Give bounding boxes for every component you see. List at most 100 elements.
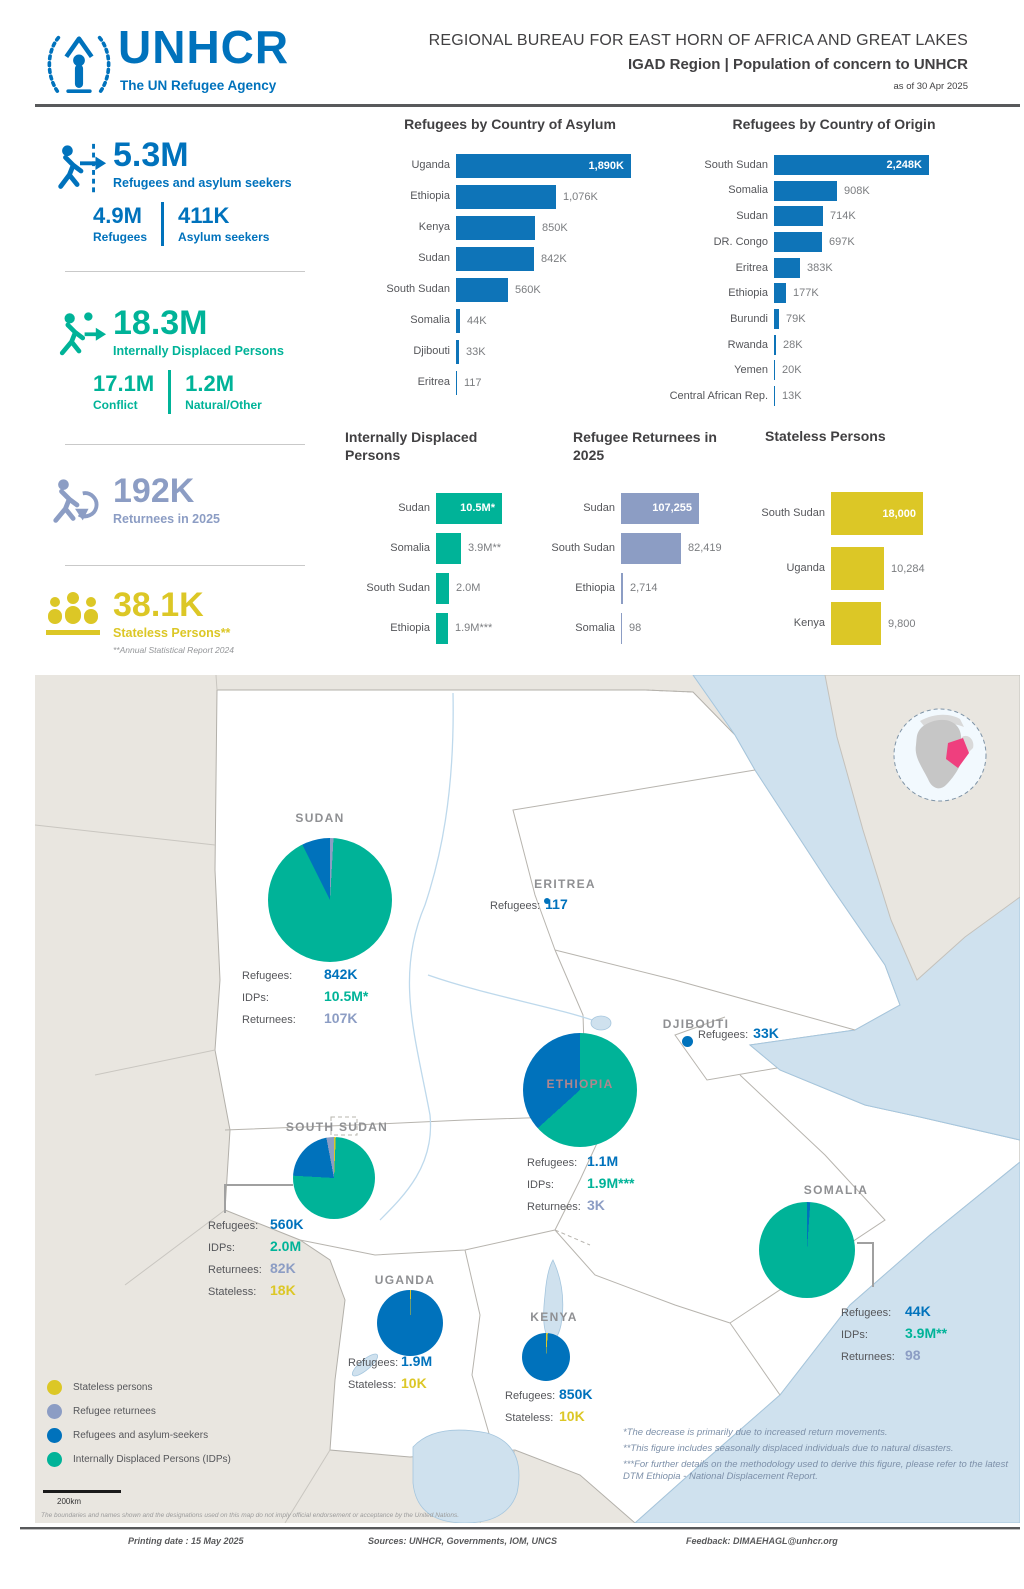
bar-value: 3.9M**: [468, 542, 502, 554]
stat-value: 33K: [753, 1025, 779, 1041]
chart-stateless: South Sudan 18,000 Uganda 10,284 Kenya 9,800: [735, 486, 925, 651]
chart-title-asylum: Refugees by Country of Asylum: [404, 116, 616, 132]
bar-category-label: Burundi: [730, 312, 768, 325]
bar-value: 1,890K: [588, 159, 624, 172]
chart-row: Sudan 714K: [648, 203, 929, 229]
bar-value: 82,419: [688, 542, 722, 554]
stat-key: Returnees:: [527, 1201, 581, 1213]
bar: [774, 231, 822, 252]
country-stats: Refugees: 560K IDPs: 2.0M Returnees: 82K State…: [208, 1216, 303, 1304]
chart-title-origin: Refugees by Country of Origin: [732, 116, 936, 132]
bar: 2,248K: [774, 154, 929, 175]
location-dot: [544, 898, 550, 904]
bar-category-label: Ethiopia: [728, 287, 768, 300]
bar-value: 10.5M*: [460, 502, 495, 514]
stat-value: 560K: [270, 1216, 304, 1232]
bar: [456, 215, 535, 240]
stat-label: Refugees and asylum seekers: [113, 176, 292, 190]
country-pie: [522, 1333, 570, 1381]
bar-category-label: Central African Rep.: [669, 389, 768, 402]
bar-category-label: South Sudan: [704, 158, 768, 171]
chart-row: Ethiopia 1,076K: [345, 181, 631, 212]
bar: [774, 206, 823, 227]
bar-category-label: Sudan: [583, 501, 615, 514]
stat-key: IDPs:: [527, 1179, 554, 1191]
stat-idps: 18.3M Internally Displaced Persons 17.1M…: [35, 306, 335, 414]
stat-label: Stateless Persons**: [113, 626, 231, 640]
bar-value: 714K: [830, 210, 856, 223]
bar-category-label: Somalia: [390, 541, 430, 554]
legend-label: Refugees and asylum-seekers: [73, 1429, 209, 1441]
idp-icon: [59, 312, 107, 356]
header-divider: [35, 104, 1020, 107]
stat-key: Refugees:: [527, 1157, 578, 1169]
chart-row: Kenya 850K: [345, 212, 631, 243]
stat-stateless: 38.1K Stateless Persons** **Annual Stati…: [35, 588, 335, 655]
stat-value: 107K: [324, 1010, 358, 1026]
bar-category-label: Uganda: [411, 159, 450, 172]
stat-value: 10K: [559, 1408, 585, 1424]
bar-value: 842K: [541, 252, 567, 265]
returnee-icon: [53, 479, 99, 523]
section-divider: [65, 565, 305, 566]
stat-value: 3K: [587, 1197, 605, 1213]
bar-category-label: South Sudan: [366, 581, 430, 594]
bar: [436, 572, 449, 604]
stat-key: IDPs:: [242, 992, 269, 1004]
stat-value: 1.9M: [401, 1353, 433, 1369]
bar: [774, 360, 775, 381]
bar-value: 2,714: [630, 582, 658, 594]
chart-title-stateless: Stateless Persons: [765, 428, 886, 444]
bar-category-label: Uganda: [786, 562, 825, 575]
stat-row: Returnees: 3K: [527, 1197, 634, 1219]
stat-label: Internally Displaced Persons: [113, 344, 284, 358]
country-stats: Refugees: 117: [490, 896, 568, 918]
stat-value: 38.1K: [113, 586, 204, 624]
stat-key: Stateless:: [348, 1379, 397, 1391]
stat-value: 1.1M: [587, 1153, 619, 1169]
map-footnote: ***For further details on the methodolog…: [623, 1458, 1008, 1482]
bar-value: 18,000: [882, 507, 916, 520]
bar: 10.5M*: [436, 492, 502, 524]
globe-inset-icon: [893, 708, 987, 802]
chart-title-returnees: Refugee Returnees in 2025: [573, 429, 717, 464]
chart-row: Somalia 908K: [648, 178, 929, 204]
stat-value: 98: [905, 1347, 921, 1363]
bar-category-label: DR. Congo: [713, 235, 768, 248]
stat-value: 3.9M**: [905, 1325, 948, 1341]
legend-swatch: [47, 1451, 62, 1467]
bar: [621, 612, 622, 644]
bar: [456, 339, 459, 364]
bar-category-label: South Sudan: [551, 541, 615, 554]
bar-category-label: Rwanda: [727, 338, 768, 351]
country-stats: Refugees: 1.1M IDPs: 1.9M*** Returnees: 3K: [527, 1153, 634, 1219]
bar: [456, 184, 556, 209]
legend-swatch: [47, 1403, 62, 1419]
chart-row: Ethiopia 1.9M***: [345, 608, 502, 648]
bar: [831, 547, 884, 590]
stat-value: 117: [545, 896, 568, 912]
stat-key: Returnees:: [841, 1351, 895, 1363]
bar-value: 117: [464, 376, 482, 389]
chart-row: Kenya 9,800: [735, 596, 925, 651]
country-label: DJIBOUTI: [662, 1017, 730, 1031]
chart-returnees: Sudan 107,255 South Sudan 82,419 Ethiopia 2,7…: [530, 488, 722, 648]
bar: 107,255: [621, 492, 699, 524]
bar-category-label: Somalia: [575, 621, 615, 634]
bar-value: 9,800: [888, 617, 916, 630]
stateless-icon: [46, 592, 100, 635]
stat-row: IDPs: 2.0M: [208, 1238, 303, 1260]
sub-label: Natural/Other: [185, 397, 262, 412]
bar-category-label: Somalia: [728, 184, 768, 197]
bar-value: 2,248K: [886, 158, 922, 171]
section-divider: [65, 444, 305, 445]
stat-value: 1.9M***: [587, 1175, 635, 1191]
bar-value: 79K: [786, 312, 806, 325]
country-label: SOMALIA: [803, 1183, 869, 1197]
stat-value: 850K: [559, 1386, 593, 1402]
stat-key: Refugees:: [208, 1220, 259, 1232]
bar-category-label: Kenya: [418, 221, 450, 234]
legend-label: Stateless persons: [73, 1381, 153, 1393]
page-subtitle: IGAD Region | Population of concern to U…: [627, 56, 968, 73]
sources: Sources: UNHCR, Governments, IOM, UNCS: [368, 1536, 558, 1546]
